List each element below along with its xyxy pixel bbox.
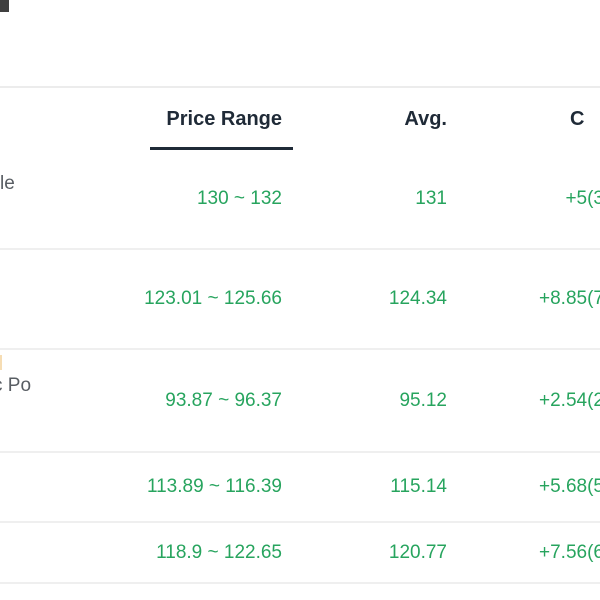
price-range-value: 130 ~ 132	[196, 188, 282, 209]
table-row[interactable]: 123.01 ~ 125.66 124.34 +8.85(7	[0, 250, 600, 350]
avg-value: 124.34	[388, 288, 447, 309]
table-row[interactable]: le 130 ~ 132 131 +5(3	[0, 150, 600, 250]
avg-value: 95.12	[399, 389, 447, 411]
header-change-clipped: C	[570, 107, 585, 130]
clipped-element-top-left	[0, 0, 9, 12]
table-row[interactable]: 113.89 ~ 116.39 115.14 +5.68(5	[0, 453, 600, 523]
price-range-value: 123.01 ~ 125.66	[144, 288, 282, 309]
header-avg: Avg.	[404, 107, 447, 130]
header-price-range: Price Range	[166, 107, 282, 130]
price-range-value: 93.87 ~ 96.37	[165, 389, 282, 411]
sort-indicator	[150, 147, 293, 150]
change-value-clipped: +2.54(2	[539, 389, 600, 411]
change-value-clipped: +8.85(7	[539, 288, 600, 309]
table-row[interactable]: 118.9 ~ 122.65 120.77 +7.56(6	[0, 523, 600, 584]
change-value-clipped: +7.56(6	[539, 541, 600, 563]
change-value-clipped: +5(3	[565, 188, 600, 209]
price-range-value: 118.9 ~ 122.65	[156, 541, 282, 563]
change-value-clipped: +5.68(5	[539, 476, 600, 497]
table-row[interactable]: c Po 93.87 ~ 96.37 95.12 +2.54(2	[0, 350, 600, 453]
product-name-fragment: le	[0, 173, 15, 194]
table-header-row: Price Range Avg. C	[0, 86, 600, 150]
avg-value: 120.77	[388, 541, 447, 563]
avg-value: 115.14	[390, 476, 447, 497]
product-name-fragment: c Po	[0, 374, 32, 396]
price-table: Price Range Avg. C le 130 ~ 132 131 +5(3…	[0, 86, 600, 584]
clipped-thumbnail-sliver	[0, 355, 2, 370]
avg-value: 131	[415, 188, 447, 209]
price-range-value: 113.89 ~ 116.39	[146, 476, 282, 497]
